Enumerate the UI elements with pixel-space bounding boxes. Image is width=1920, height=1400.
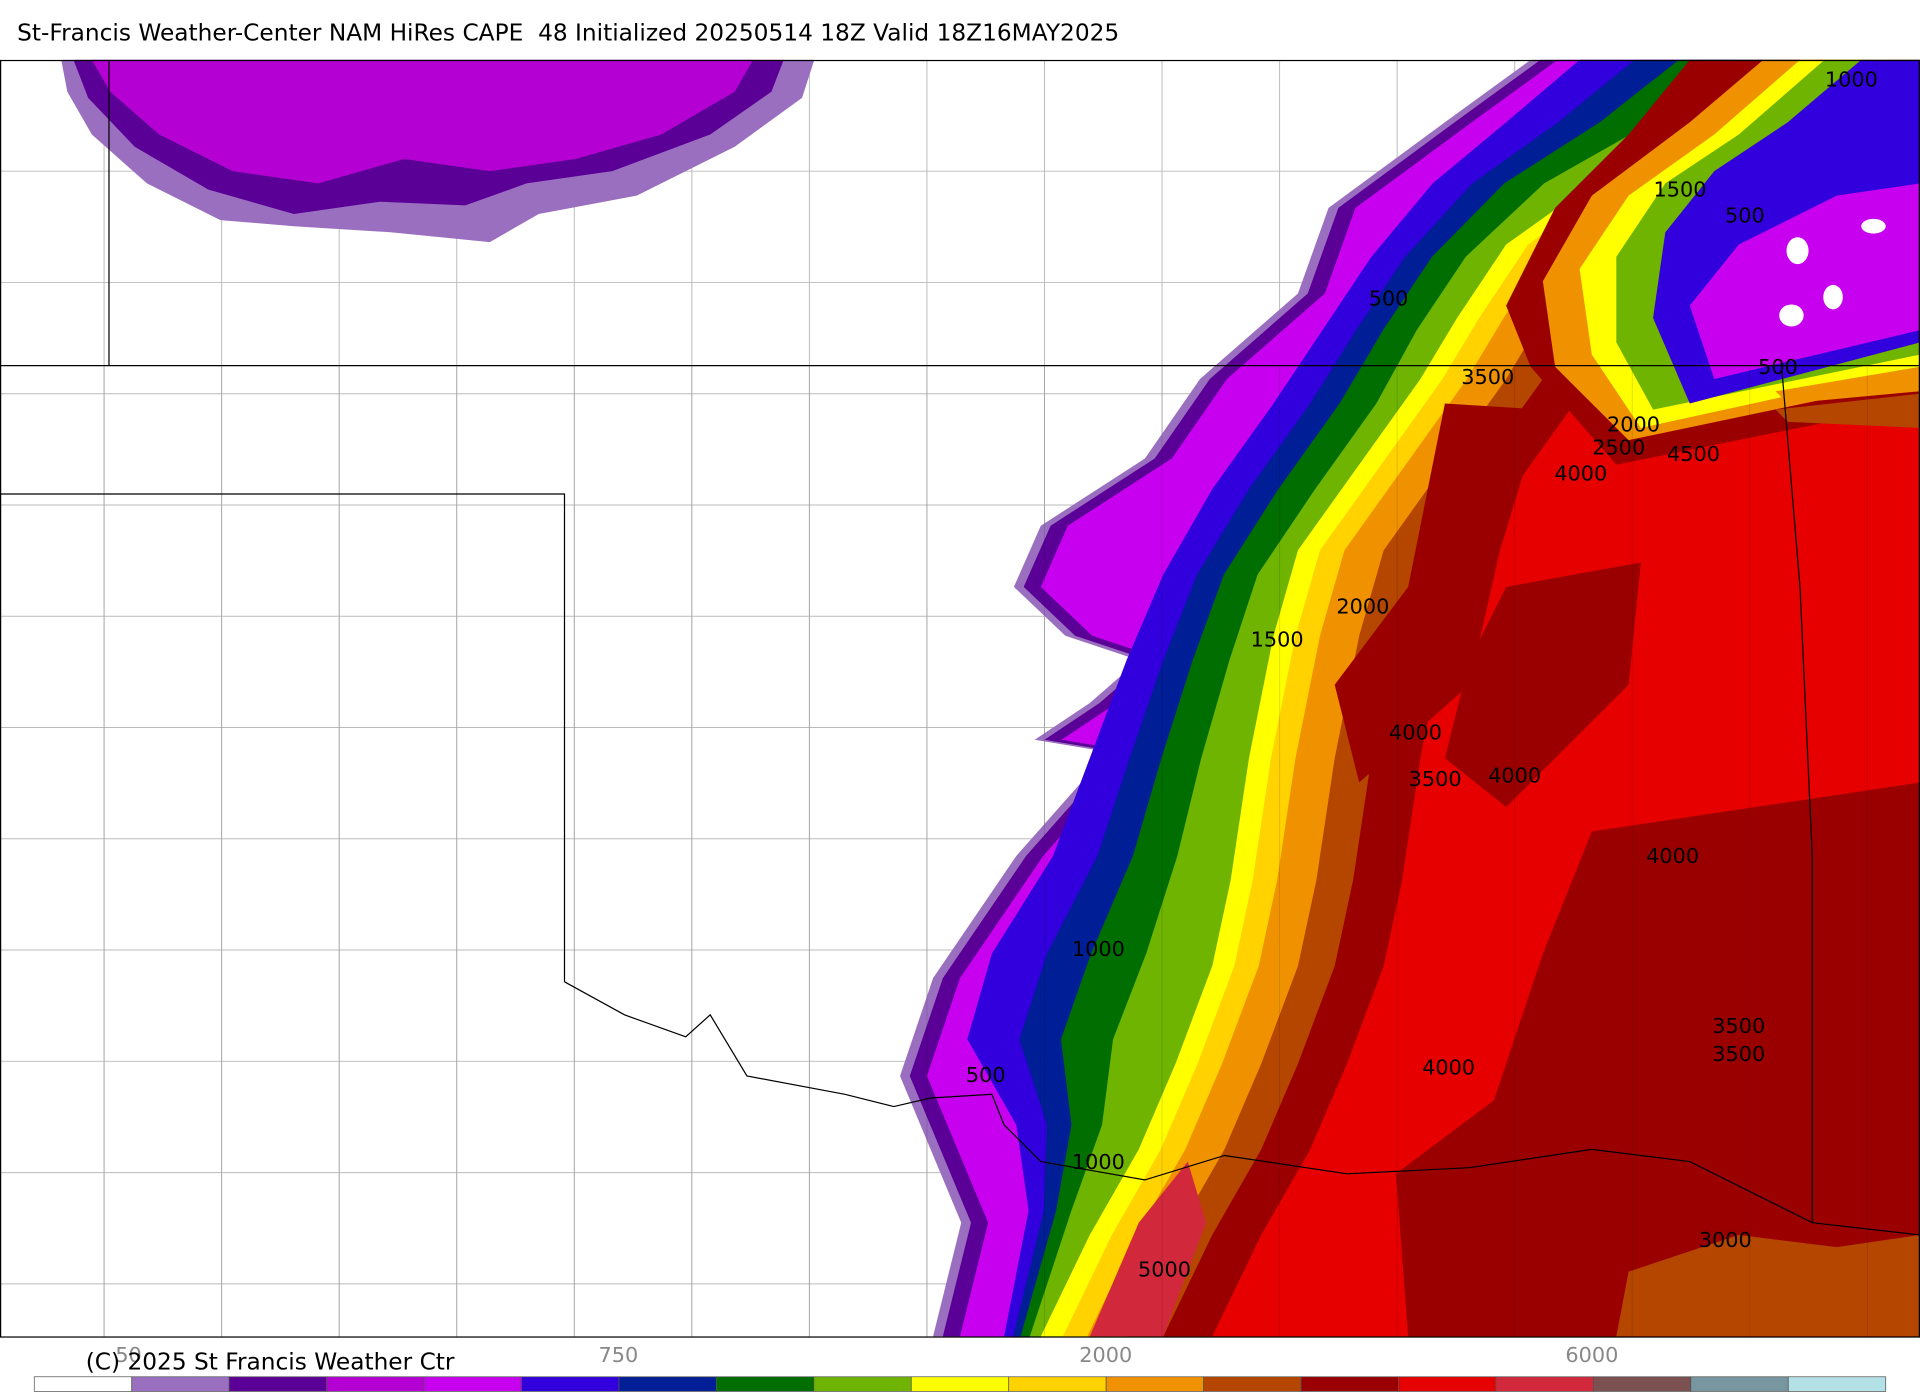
contour-label: 1000 — [1072, 937, 1125, 961]
cape-band — [1089, 1161, 1207, 1337]
contour-label: 500 — [966, 1063, 1006, 1087]
contour-label: 3000 — [1699, 1228, 1752, 1252]
colorbar-swatch — [618, 1376, 717, 1392]
copyright: (C) 2025 St Francis Weather Ctr — [86, 1348, 455, 1375]
cape-band — [91, 59, 754, 184]
contour-label: 1500 — [1654, 178, 1707, 202]
contour-label: 2000 — [1336, 595, 1389, 619]
cape-band — [1775, 393, 1920, 428]
colorbar-swatch — [228, 1376, 327, 1392]
contour-label: 2000 — [1607, 413, 1660, 437]
colorbar-label: 50 — [115, 1343, 141, 1367]
contour-label: 4000 — [1646, 844, 1699, 868]
cape-band — [1616, 1234, 1920, 1337]
state-border — [0, 493, 566, 982]
contour-label: 1000 — [1825, 68, 1878, 92]
map-overlay: 1000150050050050035002000250040004500200… — [0, 59, 1920, 1337]
contour-label: 4000 — [1554, 461, 1607, 485]
contour-label: 1000 — [1072, 1150, 1125, 1174]
contour-label: 3500 — [1712, 1042, 1765, 1066]
state-border — [1781, 366, 1813, 1223]
colorbar-swatch — [813, 1376, 912, 1392]
colorbar-swatch — [1398, 1376, 1497, 1392]
colorbar-label: 750 — [599, 1343, 639, 1367]
state-border — [564, 981, 1920, 1236]
colorbar-swatch — [33, 1376, 133, 1392]
contour-label: 3500 — [1409, 767, 1462, 791]
no-cape-hole — [1861, 218, 1886, 234]
no-cape-hole — [1786, 237, 1809, 265]
colorbar-swatch — [1300, 1376, 1399, 1392]
contour-label: 4000 — [1488, 763, 1541, 787]
contour-label: 3500 — [1461, 365, 1514, 389]
cape-band — [1775, 366, 1920, 404]
contour-label: 4000 — [1389, 721, 1442, 745]
colorbar-swatch — [521, 1376, 620, 1392]
map-frame — [0, 59, 1920, 1338]
contour-label: 500 — [1369, 287, 1409, 311]
contour-label: 1500 — [1251, 628, 1304, 652]
contour-label: 4500 — [1667, 442, 1720, 466]
colorbar: 50 750 2000 6000 — [33, 1343, 1887, 1392]
colorbar-swatch — [1495, 1376, 1594, 1392]
colorbar-swatch — [1593, 1376, 1692, 1392]
colorbar-swatch — [1787, 1376, 1887, 1392]
colorbar-swatch — [716, 1376, 815, 1392]
contour-label: 3500 — [1712, 1014, 1765, 1038]
colorbar-swatch — [1203, 1376, 1302, 1392]
contour-label: 2500 — [1592, 436, 1645, 460]
colorbar-swatch — [1690, 1376, 1789, 1392]
colorbar-swatch — [910, 1376, 1010, 1392]
cape-band — [1395, 782, 1920, 1337]
colorbar-swatch — [423, 1376, 522, 1392]
contour-label: 4000 — [1422, 1056, 1475, 1080]
cape-band — [1334, 403, 1543, 783]
cape-band — [1444, 562, 1641, 807]
no-cape-hole — [1823, 284, 1843, 310]
cape-band — [1689, 183, 1920, 380]
contour-label: 5000 — [1138, 1257, 1191, 1281]
title: St-Francis Weather-Center NAM HiRes CAPE… — [17, 19, 1119, 46]
contour-label: 500 — [1725, 203, 1765, 227]
colorbar-swatch — [1008, 1376, 1107, 1392]
colorbar-swatch — [1105, 1376, 1204, 1392]
map — [0, 59, 1920, 1337]
colorbar-swatch — [326, 1376, 425, 1392]
no-cape-hole — [1779, 304, 1804, 327]
colorbar-label: 6000 — [1565, 1343, 1618, 1367]
colorbar-label: 2000 — [1079, 1343, 1132, 1367]
colorbar-swatch — [131, 1376, 230, 1392]
contour-label: 500 — [1758, 355, 1798, 379]
